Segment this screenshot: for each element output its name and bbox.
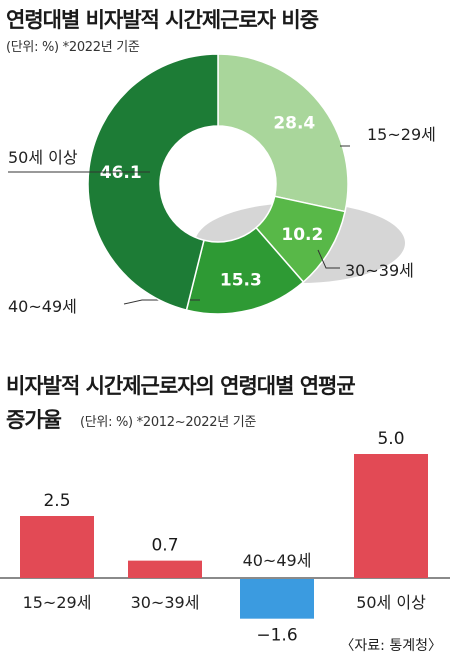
slice-category-label: 40~49세: [8, 297, 77, 316]
slice-category-label: 50세 이상: [8, 148, 78, 167]
donut-chart: 28.4 15~29세 10.2 30~39세 15.3 40~49세 46.1 50세 이상: [8, 53, 436, 316]
bar-chart-title-line2: 증가율: [6, 408, 62, 432]
bar-value-label: 2.5: [43, 491, 70, 511]
donut-slice: [185, 226, 305, 315]
slice-value-label: 10.2: [281, 225, 323, 245]
bar-value-label: 5.0: [377, 429, 404, 449]
donut-slice: [87, 53, 219, 312]
donut-chart-title: 연령대별 비자발적 시간제근로자 비중: [6, 8, 319, 32]
bar: [128, 560, 202, 578]
bar-category-label: 15~29세: [23, 593, 92, 612]
bar: [20, 516, 94, 578]
bar-value-label: 0.7: [151, 536, 178, 556]
bar-category-label: 40~49세: [243, 551, 312, 570]
bar-chart-title: 비자발적 시간제근로자의 연령대별 연평균: [6, 374, 356, 398]
bar-category-label: 30~39세: [131, 593, 200, 612]
bar: [240, 579, 314, 619]
bar-value-label: −1.6: [256, 626, 297, 646]
slice-value-label: 46.1: [100, 163, 142, 183]
bar-category-label: 50세 이상: [356, 593, 426, 612]
slice-value-label: 28.4: [273, 113, 315, 133]
donut-slice: [217, 53, 349, 213]
slice-category-label: 30~39세: [345, 261, 414, 280]
slice-category-label: 15~29세: [367, 125, 436, 144]
source-note: 〈자료: 통계청〉: [340, 638, 442, 654]
bar-chart-subtitle: (단위: %) *2012~2022년 기준: [80, 415, 257, 430]
bar: [354, 454, 428, 578]
slice-value-label: 15.3: [220, 270, 262, 290]
donut-chart-subtitle: (단위: %) *2022년 기준: [6, 40, 140, 55]
slice-leader-line: [317, 249, 340, 269]
